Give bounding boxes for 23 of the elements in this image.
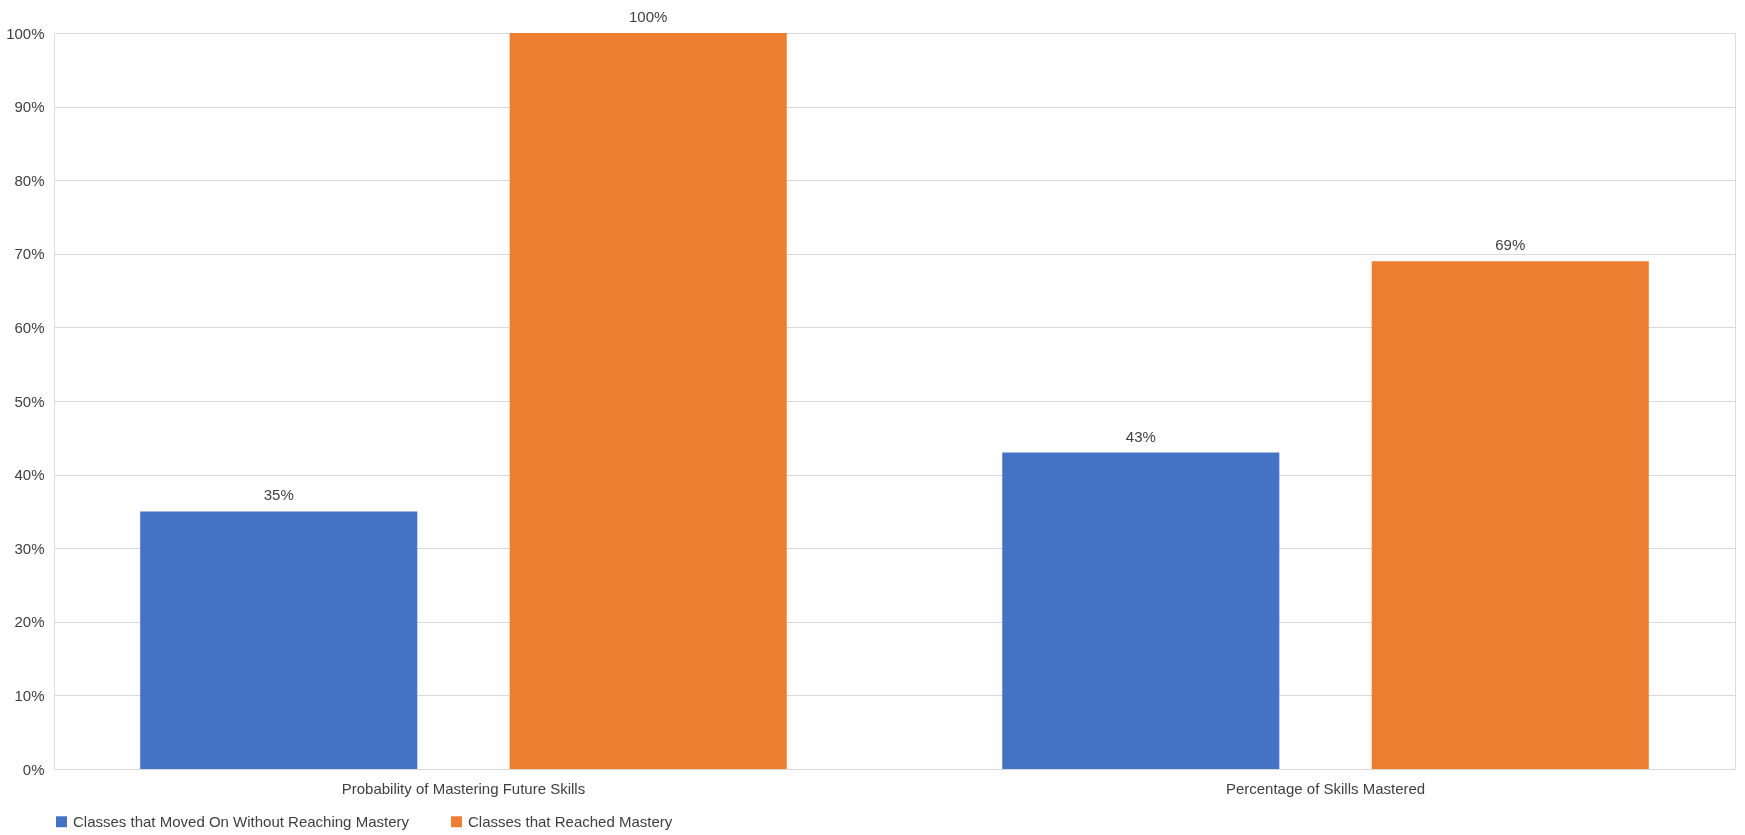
data-label: 35% — [263, 486, 294, 504]
bar — [140, 511, 418, 769]
y-tick-label: 70% — [14, 245, 45, 263]
x-tick-label: Probability of Mastering Future Skills — [341, 779, 586, 797]
bar — [509, 33, 787, 769]
data-label: 43% — [1125, 427, 1156, 445]
data-label: 100% — [629, 8, 668, 25]
y-tick-label: 90% — [14, 98, 45, 116]
y-tick-label: 30% — [14, 539, 45, 557]
y-tick-label: 80% — [14, 171, 45, 189]
y-tick-label: 50% — [14, 392, 45, 410]
legend-label: Classes that Moved On Without Reaching Mastery — [73, 812, 410, 830]
bar — [1371, 261, 1649, 769]
legend-label: Classes that Reached Mastery — [468, 812, 673, 830]
bar — [1002, 452, 1280, 769]
y-tick-label: 10% — [14, 686, 45, 704]
y-tick-label: 0% — [22, 760, 45, 778]
y-tick-label: 60% — [14, 318, 45, 336]
y-tick-label: 100% — [6, 24, 45, 42]
y-tick-label: 20% — [14, 613, 45, 631]
y-tick-label: 40% — [14, 466, 45, 484]
x-tick-label: Percentage of Skills Mastered — [1225, 779, 1426, 797]
data-label: 69% — [1495, 236, 1526, 254]
